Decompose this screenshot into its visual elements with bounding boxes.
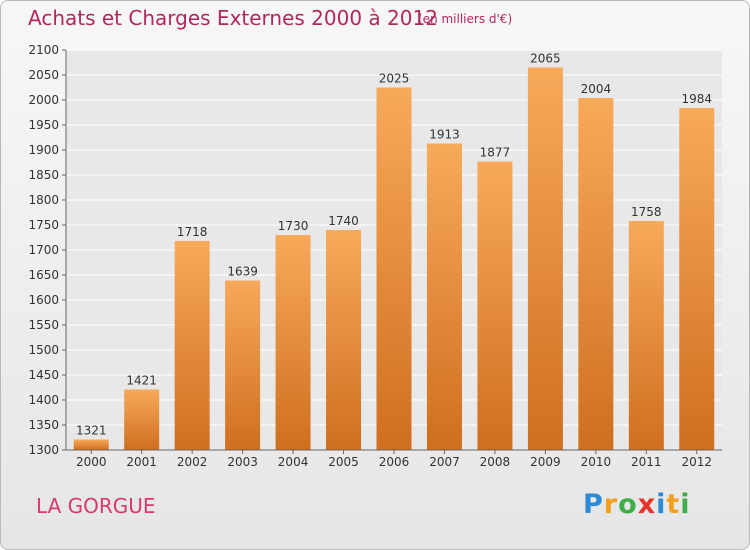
bars	[73, 67, 715, 450]
x-tick-label: 2011	[631, 455, 662, 469]
data-label-2004: 1730	[278, 219, 309, 233]
data-label-2008: 1877	[480, 146, 511, 160]
y-tick-label: 1300	[28, 443, 59, 457]
y-tick-label: 1950	[28, 118, 59, 132]
y-tick-label: 1450	[28, 368, 59, 382]
data-labels: 1321 1421 1718 1639 1730 1740 2025 1913 1877 2065…	[76, 52, 712, 438]
bar-2009	[527, 67, 563, 450]
x-tick-label: 2010	[581, 455, 612, 469]
data-label-2012: 1984	[681, 92, 712, 106]
brand-logo: Proxiti	[583, 489, 691, 520]
x-tick-label: 2009	[530, 455, 561, 469]
location-name: LA GORGUE	[36, 494, 156, 518]
y-tick-label: 1750	[28, 218, 59, 232]
x-tick-label: 2001	[126, 455, 157, 469]
x-tick-label: 2006	[379, 455, 410, 469]
chart-title: Achats et Charges Externes 2000 à 2012	[28, 6, 438, 30]
y-tick-label: 2050	[28, 68, 59, 82]
y-tick-label: 1850	[28, 168, 59, 182]
chart-unit: (en milliers d'€)	[418, 12, 513, 26]
data-label-2001: 1421	[126, 374, 157, 388]
bar-2008	[477, 161, 513, 450]
y-tick-label: 1800	[28, 193, 59, 207]
x-tick-label: 2002	[177, 455, 208, 469]
data-label-2003: 1639	[227, 265, 258, 279]
x-axis: 2000 2001 2002 2003 2004 2005 2006 2007 2008 2009…	[66, 449, 722, 469]
brand-letter: o	[618, 489, 638, 520]
y-tick-label: 1600	[28, 293, 59, 307]
bar-2011	[628, 221, 664, 450]
y-tick-label: 1900	[28, 143, 59, 157]
x-tick-label: 2007	[429, 455, 460, 469]
bar-2000	[73, 439, 109, 450]
y-tick-label: 1400	[28, 393, 59, 407]
x-tick-label: 2008	[480, 455, 511, 469]
bar-2007	[426, 143, 462, 450]
data-label-2007: 1913	[429, 128, 460, 142]
bar-2003	[225, 280, 261, 450]
data-label-2006: 2025	[379, 72, 410, 86]
y-tick-label: 2100	[28, 43, 59, 57]
brand-letter: t	[666, 489, 681, 520]
brand-letter: x	[637, 489, 657, 520]
brand-letter: i	[680, 489, 691, 520]
y-tick-label: 1500	[28, 343, 59, 357]
x-tick-label: 2005	[328, 455, 359, 469]
data-label-2011: 1758	[631, 205, 662, 219]
x-tick-label: 2000	[76, 455, 107, 469]
bar-2002	[174, 241, 210, 450]
bar-2005	[326, 230, 362, 450]
y-tick-label: 1700	[28, 243, 59, 257]
bar-2001	[124, 389, 160, 450]
data-label-2005: 1740	[328, 214, 359, 228]
x-tick-label: 2012	[681, 455, 712, 469]
y-tick-label: 1650	[28, 268, 59, 282]
data-label-2002: 1718	[177, 225, 208, 239]
y-tick-label: 1550	[28, 318, 59, 332]
data-label-2010: 2004	[581, 82, 612, 96]
data-label-2000: 1321	[76, 424, 107, 438]
bar-2012	[679, 108, 715, 450]
y-tick-label: 2000	[28, 93, 59, 107]
brand-letter: r	[603, 489, 619, 520]
brand-letter: P	[583, 489, 604, 520]
bar-2006	[376, 87, 412, 450]
x-tick-label: 2003	[227, 455, 258, 469]
brand-letter: i	[656, 489, 667, 520]
bar-2004	[275, 235, 311, 450]
bar-2010	[578, 98, 614, 450]
data-label-2009: 2065	[530, 52, 561, 66]
y-tick-label: 1350	[28, 418, 59, 432]
x-tick-label: 2004	[278, 455, 309, 469]
y-axis: 1300 1350 1400 1450 1500 1550 1600 1650 1700 1750…	[28, 43, 67, 457]
